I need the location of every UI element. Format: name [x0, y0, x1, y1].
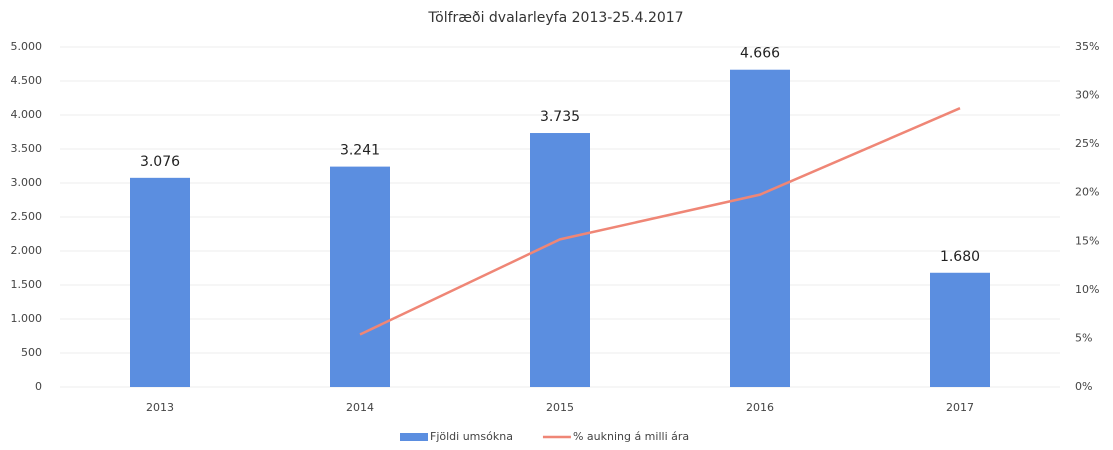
value-label: 3.735	[540, 109, 580, 125]
bar	[530, 133, 590, 387]
y-tick-label: 3.500	[11, 142, 43, 155]
x-tick-label: 2013	[146, 401, 174, 414]
bar	[330, 166, 390, 387]
y-tick-label: 25%	[1075, 137, 1099, 150]
y-tick-label: 15%	[1075, 234, 1099, 247]
y-tick-label: 5.000	[11, 40, 43, 53]
x-tick-label: 2014	[346, 401, 374, 414]
bar	[130, 177, 190, 387]
value-label: 3.241	[340, 143, 380, 159]
y-tick-label: 20%	[1075, 186, 1099, 199]
line	[359, 107, 961, 336]
y-tick-label: 10%	[1075, 283, 1099, 296]
y-tick-label: 0	[35, 380, 42, 393]
x-tick-label: 2017	[946, 401, 974, 414]
y-tick-label: 4.500	[11, 74, 43, 87]
legend-label: % aukning á milli ára	[573, 430, 689, 443]
y-tick-label: 35%	[1075, 40, 1099, 53]
y-tick-label: 1.500	[11, 278, 43, 291]
y-tick-label: 4.000	[11, 108, 43, 121]
y-tick-label: 5%	[1075, 331, 1092, 344]
y-tick-label: 500	[21, 346, 42, 359]
x-tick-label: 2015	[546, 401, 574, 414]
bar	[930, 272, 990, 387]
value-label: 3.076	[140, 154, 180, 170]
y-tick-label: 30%	[1075, 89, 1099, 102]
y-tick-label: 1.000	[11, 312, 43, 325]
value-label: 1.680	[940, 249, 980, 265]
chart-title: Tölfræði dvalarleyfa 2013-25.4.2017	[427, 10, 683, 26]
value-label: 4.666	[740, 46, 780, 62]
y-tick-label: 2.000	[11, 244, 43, 257]
bar	[730, 69, 790, 387]
legend-label: Fjöldi umsókna	[430, 430, 513, 443]
legend-swatch	[400, 433, 428, 441]
y-tick-label: 2.500	[11, 210, 43, 223]
y-tick-label: 0%	[1075, 380, 1092, 393]
x-tick-label: 2016	[746, 401, 774, 414]
y-tick-label: 3.000	[11, 176, 43, 189]
